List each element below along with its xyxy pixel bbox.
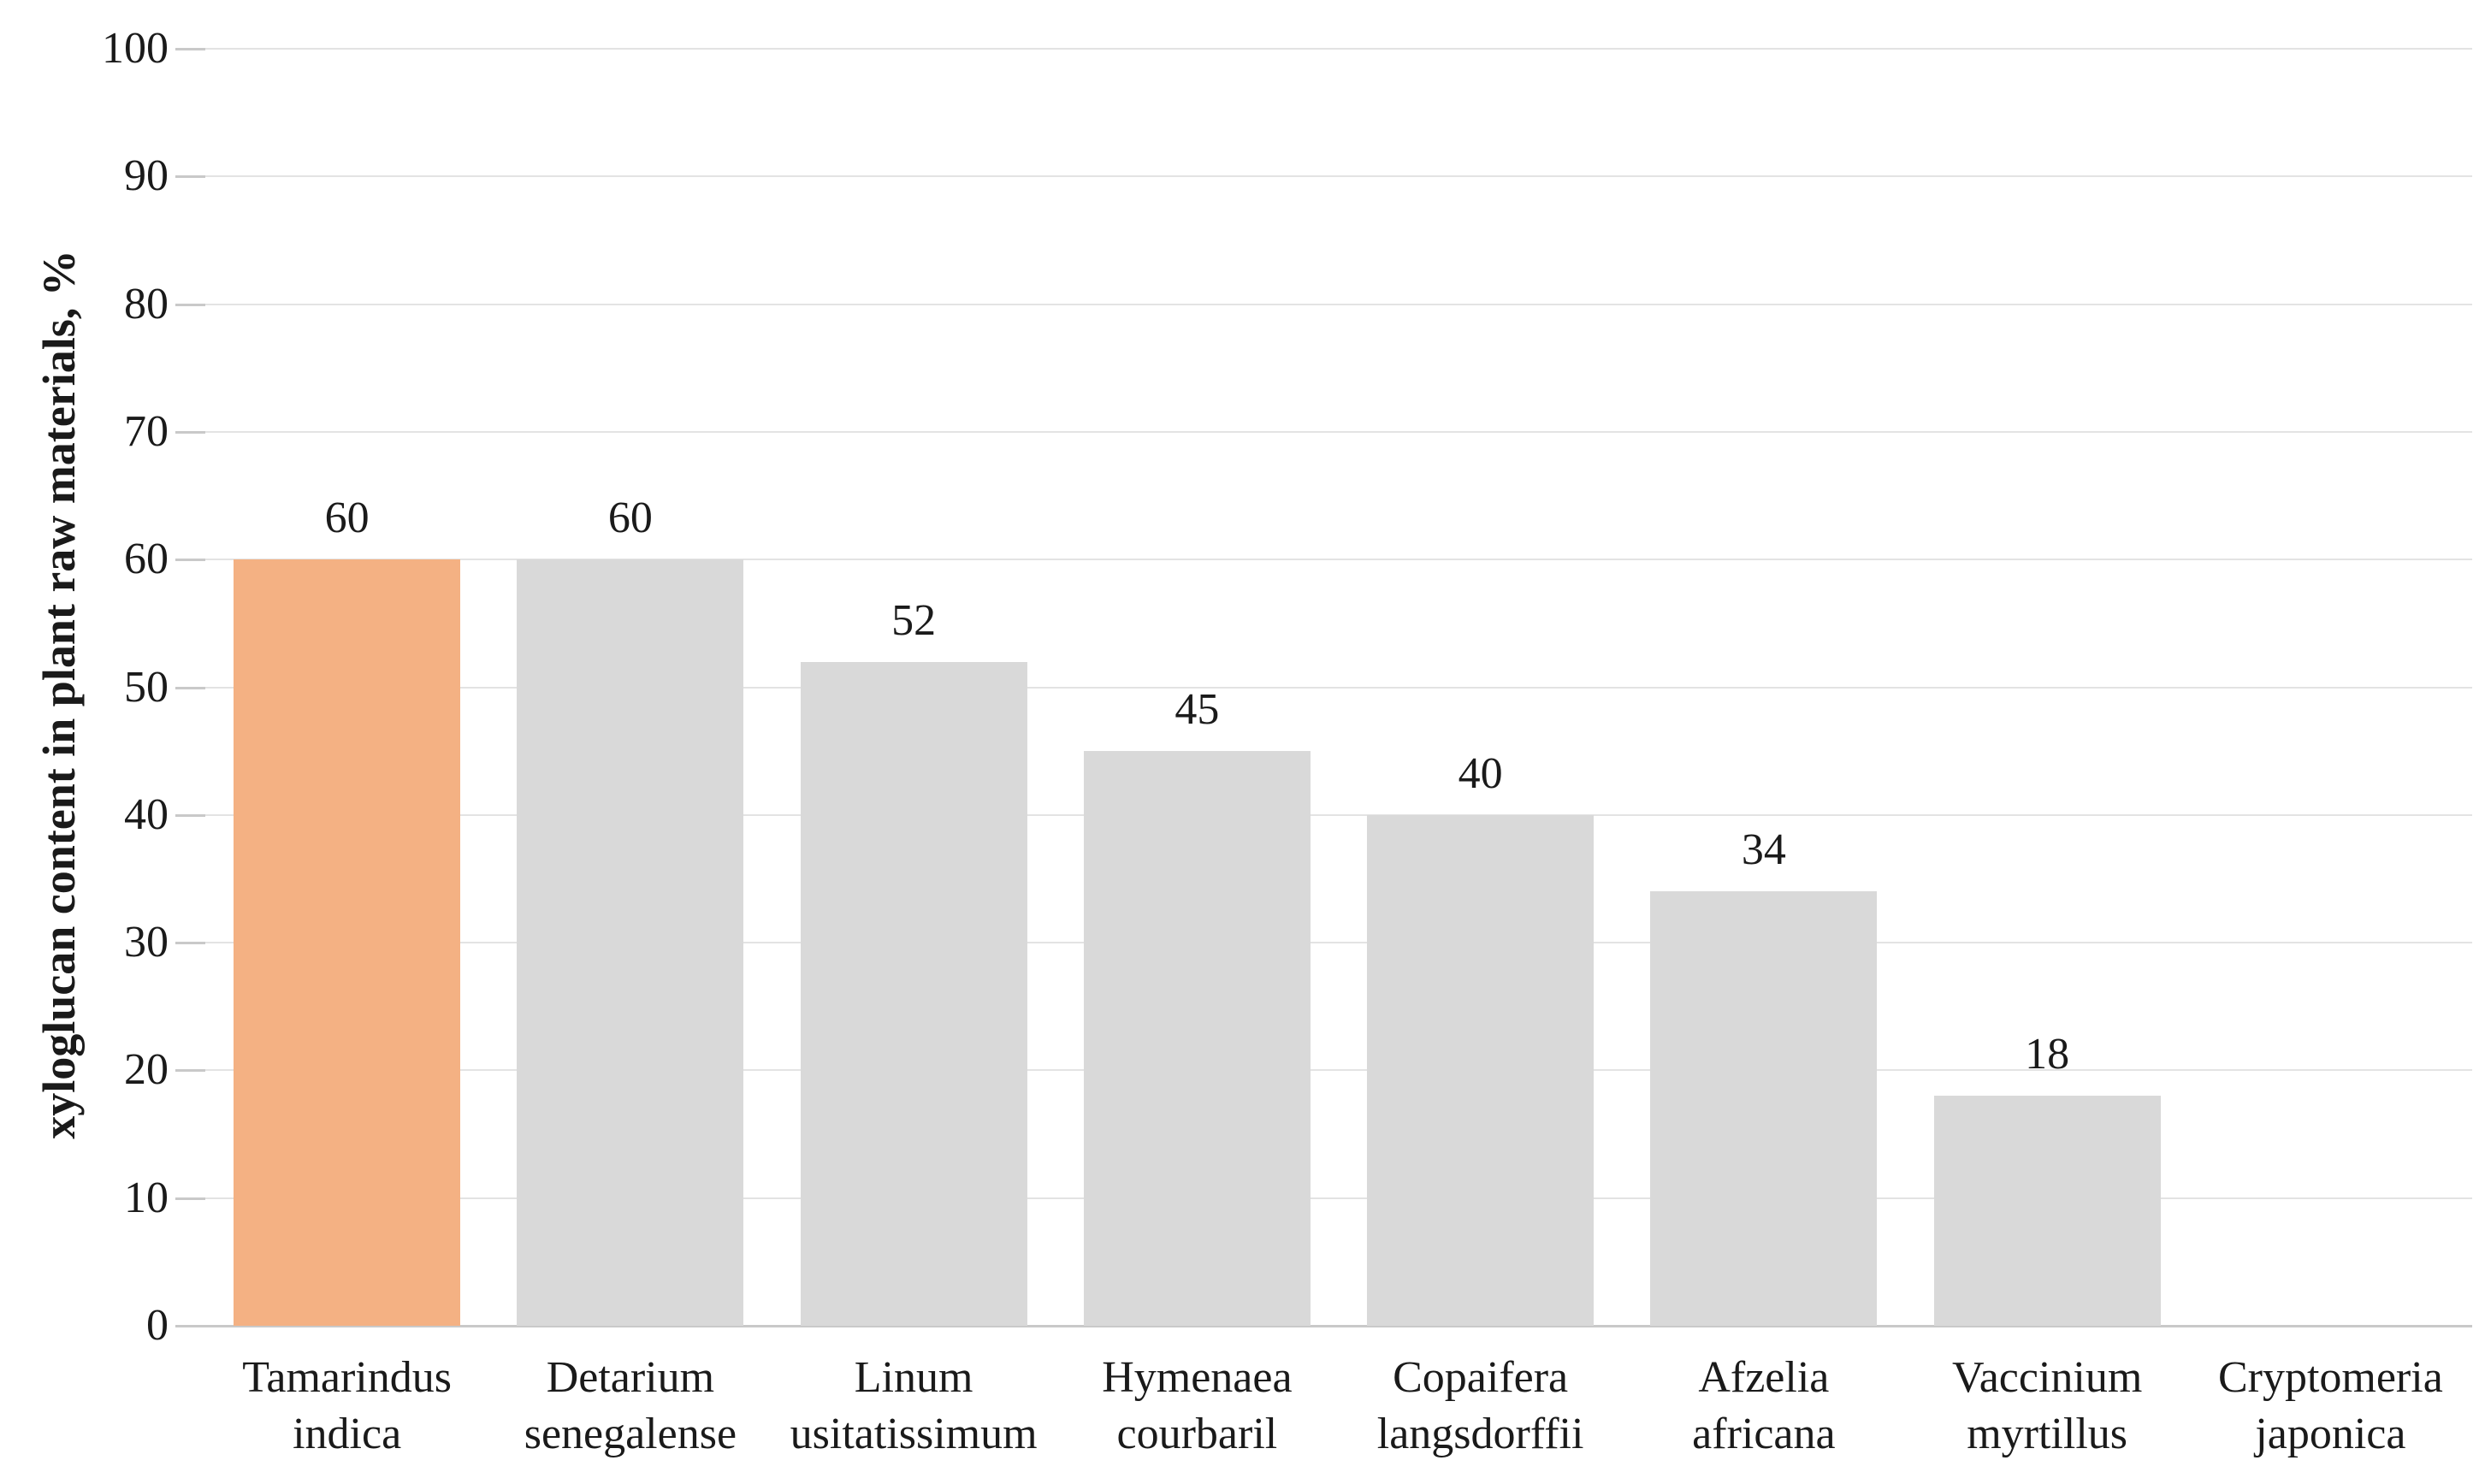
y-tick-label: 20 <box>124 1045 169 1095</box>
category-label: Detarium senegalense <box>524 1353 737 1458</box>
category-label: Copaifera langsdorffii <box>1376 1353 1584 1458</box>
bar <box>1933 1096 2161 1326</box>
y-tick-label: 40 <box>124 789 169 839</box>
y-tick-mark <box>175 48 205 50</box>
gridline <box>205 559 2472 561</box>
y-tick-mark <box>175 942 205 945</box>
y-tick-label: 60 <box>124 535 169 584</box>
category-label: Afzelia africana <box>1692 1353 1836 1458</box>
bar-value-label: 60 <box>607 494 653 543</box>
bar <box>517 559 744 1326</box>
y-tick-label: 0 <box>146 1301 169 1350</box>
bar-value-label: 45 <box>1174 685 1220 735</box>
bar <box>1367 814 1595 1326</box>
bar <box>234 559 461 1326</box>
bar-value-label: 40 <box>1458 748 1503 798</box>
y-tick-mark <box>175 559 205 562</box>
gridline <box>205 175 2472 178</box>
gridline <box>205 303 2472 305</box>
gridline <box>205 430 2472 433</box>
gridline <box>205 813 2472 816</box>
bar <box>1083 751 1311 1326</box>
y-tick-mark <box>175 175 205 179</box>
bar-value-label: 18 <box>2025 1030 2070 1079</box>
y-tick-mark <box>175 303 205 306</box>
y-tick-mark <box>175 686 205 689</box>
bar <box>1650 891 1878 1326</box>
gridline <box>205 48 2472 50</box>
category-label: Hymenaea courbaril <box>1102 1353 1293 1458</box>
x-axis-line <box>175 1325 2472 1327</box>
y-tick-label: 70 <box>124 406 169 456</box>
y-tick-mark <box>175 1197 205 1200</box>
y-tick-label: 90 <box>124 151 169 201</box>
y-tick-mark <box>175 813 205 817</box>
gridline <box>205 942 2472 944</box>
bar-value-label: 52 <box>891 595 937 645</box>
y-tick-label: 30 <box>124 918 169 967</box>
category-label: Tamarindus indica <box>242 1353 452 1458</box>
y-tick-label: 100 <box>102 24 169 73</box>
y-tick-mark <box>175 1069 205 1073</box>
y-tick-label: 50 <box>124 662 169 712</box>
category-label: Vaccinium myrtillus <box>1951 1353 2143 1458</box>
gridline <box>205 1069 2472 1072</box>
bar-value-label: 60 <box>324 494 370 543</box>
bar-value-label: 34 <box>1741 825 1786 875</box>
y-tick-label: 10 <box>124 1173 169 1222</box>
category-label: Linum usitatissimum <box>790 1353 1038 1458</box>
bar <box>800 661 1027 1326</box>
category-label: Cryptomeria japonica <box>2217 1353 2443 1458</box>
y-tick-mark <box>175 430 205 434</box>
gridline <box>205 686 2472 689</box>
y-tick-label: 80 <box>124 279 169 328</box>
gridline <box>205 1197 2472 1199</box>
